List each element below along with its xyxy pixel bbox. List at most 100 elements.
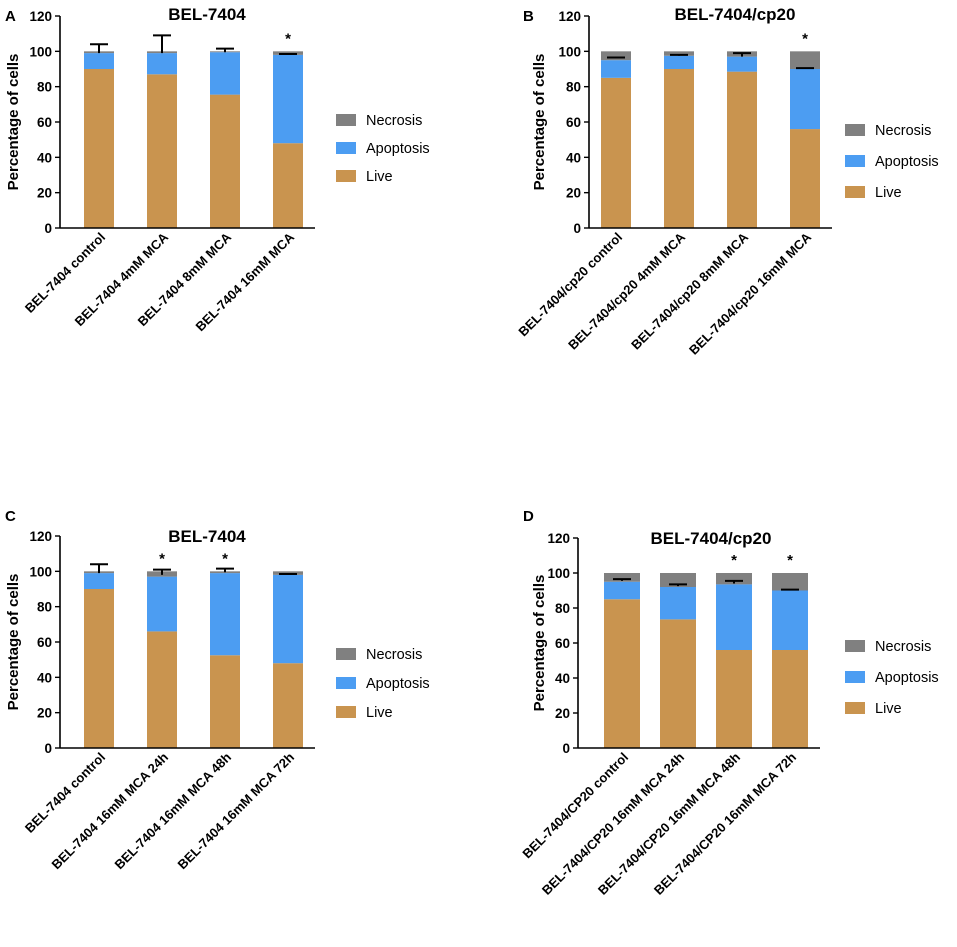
bar-segment-live	[660, 619, 696, 748]
chart-title: BEL-7404/cp20	[675, 5, 796, 24]
legend: Necrosis Apoptosis Live	[336, 113, 430, 185]
panel-letter: D	[523, 508, 534, 525]
bar-segment-live	[210, 655, 240, 748]
bar-segment-live	[601, 77, 631, 228]
y-axis-label: Percentage of cells	[5, 54, 22, 191]
bar-segment-apoptosis	[84, 573, 114, 589]
bar-segment-apoptosis	[727, 56, 757, 72]
y-tick-label: 0	[44, 741, 52, 756]
legend-swatch-apoptosis	[845, 671, 865, 683]
x-tick-label: BEL-7404/cp20 16mM MCA	[686, 229, 815, 358]
bar-segment-live	[84, 69, 114, 228]
legend-swatch-necrosis	[845, 124, 865, 136]
legend-swatch-live	[845, 702, 865, 714]
x-tick-label: BEL-7404/CP20 control	[519, 750, 631, 862]
significance-marker: *	[802, 30, 808, 47]
y-tick-label: 120	[558, 9, 581, 24]
x-tick-label: BEL-7404 16mM MCA 72h	[174, 749, 297, 872]
legend-swatch-necrosis	[845, 640, 865, 652]
bar-group: *	[790, 30, 820, 228]
bar-group: *	[772, 552, 808, 748]
bar-segment-necrosis	[664, 51, 694, 56]
chart-panel-b: B BEL-7404/cp20 Percentage of cells 0 20 40 60…	[515, 5, 938, 358]
significance-marker: *	[159, 550, 165, 567]
legend-label: Live	[875, 185, 902, 201]
y-tick-label: 40	[37, 670, 52, 685]
legend-swatch-necrosis	[336, 114, 356, 126]
x-tick-label: BEL-7404/cp20 control	[515, 230, 625, 340]
y-tick-label: 0	[562, 741, 570, 756]
bar-segment-necrosis	[604, 573, 640, 582]
y-tick-label: 80	[37, 600, 52, 615]
y-tick-label: 60	[37, 115, 52, 130]
legend-swatch-apoptosis	[336, 677, 356, 689]
y-tick-label: 120	[29, 529, 52, 544]
bar-segment-necrosis	[790, 51, 820, 69]
bar-group: *	[716, 552, 752, 748]
y-tick-label: 80	[555, 601, 570, 616]
y-tick-label: 20	[555, 706, 570, 721]
bar-segment-apoptosis	[84, 53, 114, 69]
chart-panel-a: A BEL-7404 Percentage of cells 0 20 40 60 80 100…	[5, 5, 430, 334]
y-tick-label: 80	[566, 80, 581, 95]
bar-group	[84, 43, 114, 228]
bar-group: *	[147, 550, 177, 748]
bar-segment-apoptosis	[273, 54, 303, 144]
y-tick-label: 0	[573, 221, 581, 236]
significance-marker: *	[285, 30, 291, 47]
legend-swatch-live	[845, 186, 865, 198]
bar-segment-apoptosis	[664, 55, 694, 69]
bar-segment-necrosis	[772, 573, 808, 591]
legend-swatch-necrosis	[336, 648, 356, 660]
y-tick-label: 100	[29, 564, 52, 579]
bar-segment-live	[727, 71, 757, 229]
legend-label: Apoptosis	[875, 670, 939, 686]
y-tick-label: 40	[555, 671, 570, 686]
y-tick-label: 20	[566, 186, 581, 201]
bar-group	[601, 51, 631, 228]
bar-group	[273, 571, 303, 748]
y-tick-label: 100	[558, 44, 581, 59]
chart-title: BEL-7404/cp20	[651, 529, 772, 548]
y-tick-label: 80	[37, 80, 52, 95]
panel-letter: B	[523, 8, 534, 25]
legend-label: Necrosis	[875, 123, 931, 139]
legend: Necrosis Apoptosis Live	[336, 647, 430, 721]
legend-label: Necrosis	[366, 113, 422, 129]
chart-panel-c: C BEL-7404 Percentage of cells 0 20 40 60 80 100…	[5, 508, 430, 872]
legend-swatch-apoptosis	[845, 155, 865, 167]
bar-segment-live	[716, 650, 752, 748]
x-tick-label: BEL-7404/cp20 4mM MCA	[565, 229, 688, 352]
y-tick-label: 120	[547, 531, 570, 546]
panel-letter: C	[5, 508, 16, 525]
bar-group: *	[273, 30, 303, 228]
bar-group: *	[210, 550, 240, 748]
bar-segment-live	[84, 589, 114, 748]
y-tick-label: 60	[555, 636, 570, 651]
y-axis-label: Percentage of cells	[5, 574, 22, 711]
legend-swatch-apoptosis	[336, 142, 356, 154]
bar-segment-necrosis	[716, 573, 752, 585]
legend-label: Apoptosis	[366, 676, 430, 692]
bar-segment-necrosis	[601, 51, 631, 61]
bar-segment-apoptosis	[604, 581, 640, 600]
y-axis-label: Percentage of cells	[531, 54, 548, 191]
significance-marker: *	[731, 552, 737, 569]
legend: Necrosis Apoptosis Live	[845, 639, 939, 717]
legend-label: Live	[366, 705, 393, 721]
x-tick-label: BEL-7404 16mM MCA 48h	[111, 749, 234, 872]
bar-segment-apoptosis	[772, 590, 808, 650]
bar-segment-apoptosis	[147, 576, 177, 632]
bar-segment-live	[790, 129, 820, 228]
y-tick-label: 20	[37, 186, 52, 201]
y-tick-label: 20	[37, 706, 52, 721]
bar-group	[84, 563, 114, 748]
y-tick-label: 60	[37, 635, 52, 650]
y-tick-label: 120	[29, 9, 52, 24]
bar-segment-apoptosis	[790, 69, 820, 130]
bar-segment-live	[273, 143, 303, 228]
bar-segment-live	[604, 599, 640, 748]
bar-segment-live	[772, 650, 808, 748]
y-tick-label: 100	[547, 566, 570, 581]
